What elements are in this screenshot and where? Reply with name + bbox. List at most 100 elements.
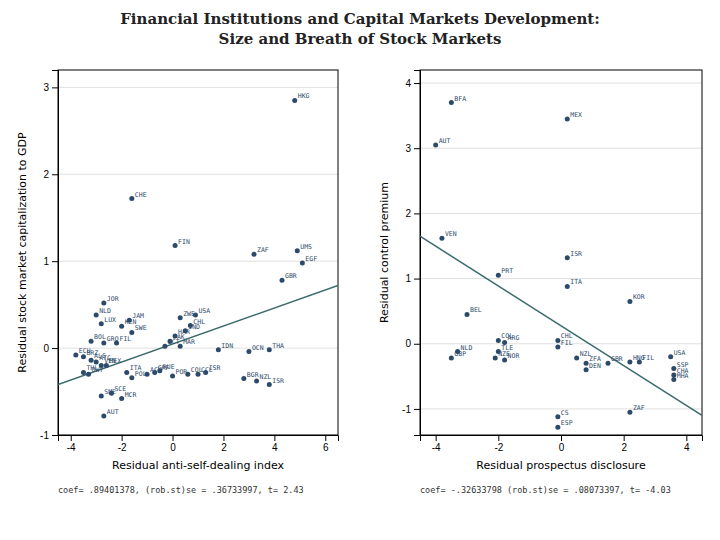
scatter-point bbox=[565, 116, 570, 121]
scatter-point bbox=[584, 361, 589, 366]
point-label: IDN bbox=[221, 342, 233, 350]
x-tick-mark bbox=[498, 435, 499, 441]
point-label: HKG bbox=[298, 92, 310, 100]
scatter-point bbox=[295, 248, 300, 253]
point-label: IND bbox=[188, 323, 200, 331]
x-tick: 0 bbox=[170, 435, 176, 453]
grid-line bbox=[58, 348, 338, 349]
scatter-point bbox=[496, 273, 501, 278]
y-tick-label: 0 bbox=[43, 343, 49, 354]
x-tick: -4 bbox=[432, 435, 441, 453]
point-label: ECT bbox=[168, 338, 180, 346]
scatter-point bbox=[89, 358, 94, 363]
y-tick-mark bbox=[52, 87, 58, 88]
point-label: POL bbox=[135, 370, 147, 378]
point-label: AUT bbox=[107, 408, 119, 416]
scatter-point bbox=[280, 278, 285, 283]
point-label: BFA bbox=[454, 95, 466, 103]
y-tick-mark bbox=[52, 174, 58, 175]
scatter-point bbox=[584, 367, 589, 372]
scatter-point bbox=[170, 373, 175, 378]
scatter-point bbox=[449, 100, 454, 105]
footnote: coef= .89401378, (rob.st)se = .36733997,… bbox=[58, 485, 304, 495]
scatter-point bbox=[173, 243, 178, 248]
point-label: KOR bbox=[633, 293, 645, 301]
point-labels: BFAMEXAUTVENPRTISRITAKORBELCOLARGCHLFILT… bbox=[439, 95, 689, 428]
point-label: ISR bbox=[272, 377, 284, 385]
y-tick-mark bbox=[414, 409, 420, 410]
plot-area: -4-2024-101234Residual prospectus disclo… bbox=[378, 70, 703, 495]
point-label: FIL bbox=[642, 354, 654, 362]
point-label: PRT bbox=[501, 267, 513, 275]
x-tick: 2 bbox=[221, 435, 227, 453]
point-label: FIL bbox=[561, 339, 573, 347]
scatter-point bbox=[94, 313, 99, 318]
x-axis-title: Residual prospectus disclosure bbox=[476, 459, 646, 472]
point-label: NLD bbox=[99, 307, 111, 315]
scatter-point bbox=[89, 339, 94, 344]
point-label: ESP bbox=[561, 419, 573, 427]
scatter-point bbox=[252, 252, 257, 257]
point-label: GBP bbox=[454, 350, 466, 358]
point-label: AUT bbox=[439, 137, 451, 145]
scatter-point bbox=[129, 196, 134, 201]
chart-title: Financial Institutions and Capital Marke… bbox=[120, 10, 600, 28]
plot-area: -4-20246-10123Residual anti-self-dealing… bbox=[16, 70, 339, 495]
y-tick-mark bbox=[414, 344, 420, 345]
y-tick-label: 0 bbox=[405, 338, 411, 349]
scatter-point bbox=[671, 377, 676, 382]
y-tick: -1 bbox=[40, 430, 58, 441]
y-tick: 1 bbox=[405, 273, 420, 284]
scatter-point bbox=[433, 142, 438, 147]
scatter-point bbox=[439, 236, 444, 241]
point-label: EGF bbox=[305, 255, 317, 263]
scatter-point bbox=[292, 98, 297, 103]
point-label: ZAF bbox=[633, 404, 645, 412]
grid-line bbox=[58, 261, 338, 262]
point-label: VEN bbox=[445, 230, 457, 238]
x-tick-mark bbox=[122, 435, 123, 441]
point-label: BEL bbox=[470, 306, 482, 314]
point-label: FIL bbox=[120, 335, 132, 343]
point-labels: HKGCHEFINZAFUMSEGFGBRJORNLDLUXKENJAMSWEB… bbox=[79, 92, 317, 415]
point-label: NZL bbox=[260, 373, 272, 381]
y-tick-mark bbox=[52, 261, 58, 262]
x-tick-mark bbox=[274, 435, 275, 441]
point-label: NOR bbox=[508, 352, 520, 360]
y-tick-label: 1 bbox=[405, 273, 411, 284]
marks bbox=[420, 100, 702, 430]
plot-frame bbox=[58, 70, 338, 435]
marks bbox=[58, 98, 338, 418]
point-label: MEX bbox=[570, 111, 582, 119]
grid-line bbox=[58, 174, 338, 175]
y-tick: 3 bbox=[43, 82, 58, 93]
y-tick-mark bbox=[414, 279, 420, 280]
x-tick-label: 4 bbox=[684, 442, 690, 453]
point-label: OCN bbox=[252, 344, 264, 352]
point-label: ZWE bbox=[183, 310, 195, 318]
x-tick-mark bbox=[561, 435, 562, 441]
y-tick: 0 bbox=[405, 338, 420, 349]
point-label: BGR bbox=[247, 371, 259, 379]
point-label: BOL bbox=[94, 333, 106, 341]
x-tick-label: -2 bbox=[118, 442, 127, 453]
point-label: USA bbox=[674, 349, 686, 357]
trend-line bbox=[58, 286, 338, 385]
point-label: USA bbox=[198, 307, 210, 315]
x-tick-label: 4 bbox=[272, 442, 278, 453]
x-tick-mark bbox=[173, 435, 174, 441]
scatter-point bbox=[267, 382, 272, 387]
x-axis-line bbox=[59, 436, 339, 442]
scatter-point bbox=[671, 373, 676, 378]
x-tick-label: -4 bbox=[67, 442, 76, 453]
point-label: LUX bbox=[104, 316, 116, 324]
plot-frame bbox=[420, 70, 702, 435]
point-label: DEN bbox=[589, 362, 601, 370]
y-tick-mark bbox=[52, 348, 58, 349]
point-label: UMS bbox=[300, 243, 312, 251]
y-tick-label: 3 bbox=[43, 82, 49, 93]
point-label: CHE bbox=[135, 191, 147, 199]
scatter-point bbox=[668, 354, 673, 359]
x-axis-title: Residual anti-self-dealing index bbox=[112, 459, 284, 472]
grid-line bbox=[420, 278, 702, 279]
